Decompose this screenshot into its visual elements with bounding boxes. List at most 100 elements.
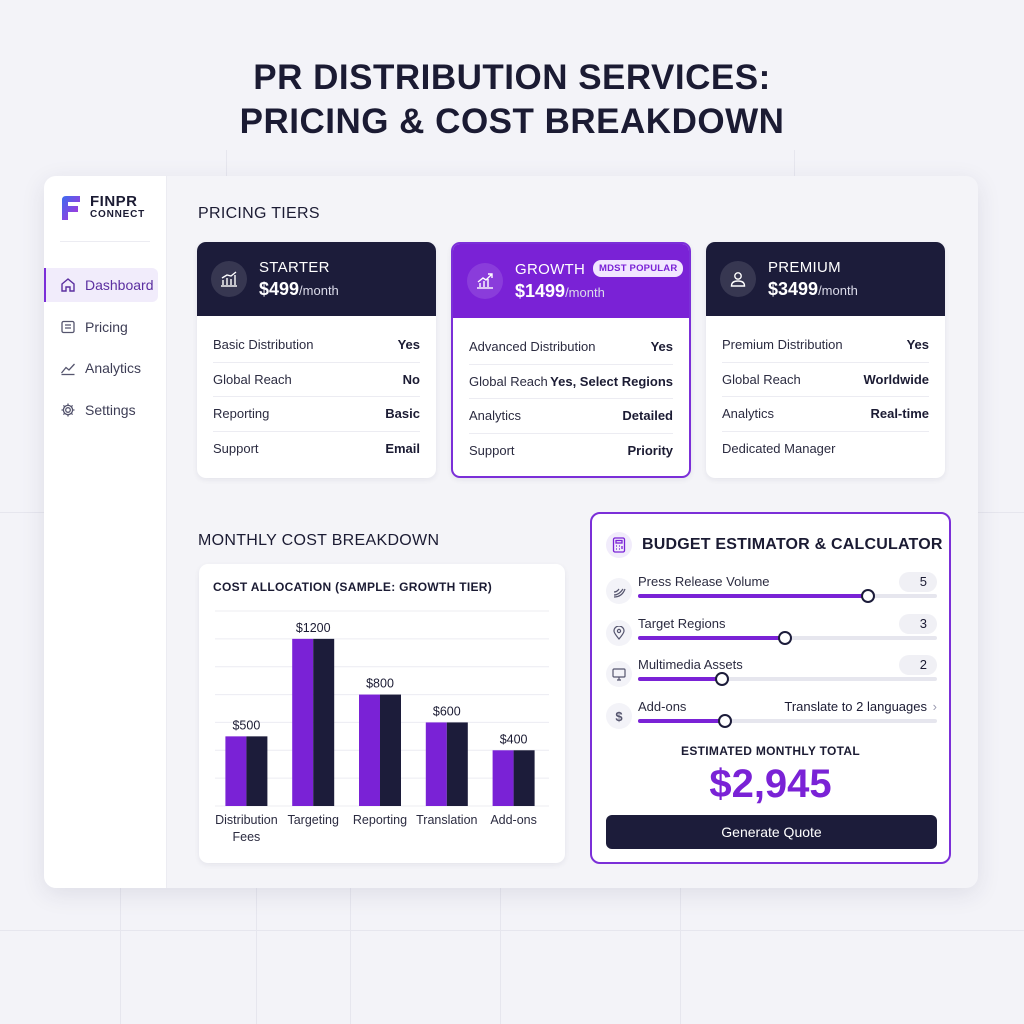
slider-label: Target Regions — [638, 616, 726, 631]
user-icon — [720, 261, 756, 297]
feature-value: Yes — [650, 339, 673, 355]
tier-price-amount: $499 — [259, 279, 300, 299]
sidebar-item-label: Dashboard — [85, 277, 154, 293]
slider-track[interactable] — [638, 631, 937, 645]
location-pin-icon — [606, 620, 632, 646]
bar-left-half — [225, 736, 247, 806]
tier-card-growth[interactable]: GROWTH MDST POPULAR $1499/month Advanced… — [451, 242, 691, 478]
feature-value: Yes, Select Regions — [550, 373, 673, 389]
slider-label: Press Release Volume — [638, 574, 770, 589]
bar-left-half — [359, 694, 380, 806]
slider-track[interactable] — [638, 589, 937, 603]
feature-label: Global Reach — [213, 371, 292, 387]
feature-label: Reporting — [213, 406, 270, 422]
bar-data-label: $400 — [500, 732, 528, 746]
feature-label: Analytics — [469, 408, 522, 424]
x-tick-label: Targeting — [287, 813, 338, 827]
tier-card-premium[interactable]: PREMIUM $3499/month Premium Distribution… — [706, 242, 945, 478]
feature-label: Basic Distribution — [213, 337, 314, 353]
sidebar-item-analytics[interactable]: Analytics — [44, 351, 167, 385]
feature-label: Global Reach — [722, 371, 801, 387]
logo-name: FINPR — [90, 193, 138, 210]
feature-label: Analytics — [722, 406, 775, 422]
bar-right-half — [513, 750, 535, 806]
slider-value: 5 — [899, 572, 937, 592]
bar-right-half — [446, 722, 468, 806]
slider-label: Add-ons — [638, 699, 687, 714]
monitor-icon — [606, 661, 632, 687]
tier-price-amount: $3499 — [768, 279, 819, 299]
gear-icon — [61, 403, 75, 416]
bar-right-half — [313, 638, 335, 806]
estimate-total: $2,945 — [709, 762, 832, 806]
trend-icon — [60, 363, 75, 376]
tier-price-period: /month — [299, 283, 339, 298]
bar-left-half — [292, 638, 314, 806]
tier-feature-list: Basic Distribution Yes Global Reach No Rep… — [197, 316, 436, 466]
sidebar-item-dashboard[interactable]: Dashboard — [44, 268, 158, 302]
tier-name: STARTER — [259, 259, 330, 276]
x-tick-label: Distribution — [215, 813, 278, 827]
sidebar-nav: Dashboard Pricing Analytics — [44, 268, 167, 434]
generate-quote-button[interactable]: Generate Quote — [606, 815, 937, 849]
calculator-title: BUDGET ESTIMATOR & CALCULATOR — [642, 536, 943, 553]
slider-handle[interactable] — [777, 631, 792, 645]
add-ons-select[interactable]: Translate to 2 languages — [784, 697, 937, 717]
sidebar: FINPR CONNECT Dashboard Pricing — [44, 176, 167, 888]
calculator-header: BUDGET ESTIMATOR & CALCULATOR — [606, 532, 943, 558]
logo[interactable]: FINPR CONNECT — [60, 194, 145, 222]
bar-left-half — [425, 722, 447, 806]
x-tick-label: Translation — [416, 813, 477, 827]
feature-label: Dedicated Manager — [722, 441, 836, 457]
slider-fill — [638, 636, 785, 640]
slider-handle[interactable] — [714, 672, 729, 686]
budget-calculator: BUDGET ESTIMATOR & CALCULATOR Press Rele… — [590, 512, 951, 864]
chart-title: COST ALLOCATION (SAMPLE: GROWTH TIER) — [213, 580, 493, 594]
tier-feature-row: Basic Distribution Yes — [213, 328, 420, 363]
slider-add-ons: $ Add-ons Translate to 2 languages — [606, 697, 937, 739]
slider-target-regions: Target Regions 3 — [606, 614, 937, 656]
slider-track[interactable] — [638, 714, 937, 728]
x-tick-label: Fees — [233, 830, 261, 844]
tier-feature-row: Global Reach Yes, Select Regions — [469, 365, 673, 399]
slider-handle[interactable] — [861, 589, 876, 603]
slider-multimedia-assets: Multimedia Assets 2 — [606, 655, 937, 697]
bar-data-label: $800 — [366, 677, 394, 691]
feature-label: Support — [213, 441, 259, 457]
x-tick-label: Add-ons — [490, 813, 537, 827]
x-tick-label: Reporting — [353, 813, 407, 827]
bar-data-label: $1200 — [296, 621, 331, 635]
sidebar-item-settings[interactable]: Settings — [44, 393, 167, 427]
home-icon — [61, 278, 75, 292]
tier-card-starter[interactable]: STARTER $499/month Basic Distribution Yes… — [197, 242, 436, 478]
megaphone-icon — [606, 578, 632, 604]
app-window: FINPR CONNECT Dashboard Pricing — [44, 176, 978, 888]
feature-value: Detailed — [622, 408, 673, 424]
tier-feature-row: Support Priority — [469, 434, 673, 469]
slider-value: 2 — [899, 655, 937, 675]
tier-feature-row: Support Email — [213, 432, 420, 467]
feature-value: Yes — [906, 337, 929, 353]
breakdown-section-title: MONTHLY COST BREAKDOWN — [198, 532, 440, 549]
slider-value: 3 — [899, 614, 937, 634]
slider-handle[interactable] — [717, 714, 732, 728]
tier-feature-row: Analytics Detailed — [469, 399, 673, 434]
divider — [60, 241, 150, 242]
cost-bar-chart: $500 Distribution Fees $1200 Targeting $800 Re… — [215, 610, 549, 844]
feature-value: Yes — [397, 337, 420, 353]
tier-header: PREMIUM $3499/month — [706, 242, 945, 316]
growth-chart-icon — [467, 263, 503, 299]
sidebar-item-label: Settings — [85, 401, 136, 418]
tier-feature-row: Dedicated Manager — [722, 432, 929, 467]
tier-price: $3499/month — [768, 279, 858, 300]
cost-chart-card: COST ALLOCATION (SAMPLE: GROWTH TIER) $5… — [199, 564, 565, 863]
slider-track[interactable] — [638, 672, 937, 686]
logo-mark-icon — [62, 196, 80, 220]
tier-name: GROWTH — [515, 261, 586, 278]
tier-feature-row: Advanced Distribution Yes — [469, 330, 673, 365]
feature-value: Real-time — [870, 406, 929, 422]
list-icon — [61, 320, 75, 333]
sidebar-item-pricing[interactable]: Pricing — [44, 310, 167, 344]
tier-feature-row: Reporting Basic — [213, 397, 420, 432]
page-title-line-2: PRICING & COST BREAKDOWN — [239, 102, 785, 141]
